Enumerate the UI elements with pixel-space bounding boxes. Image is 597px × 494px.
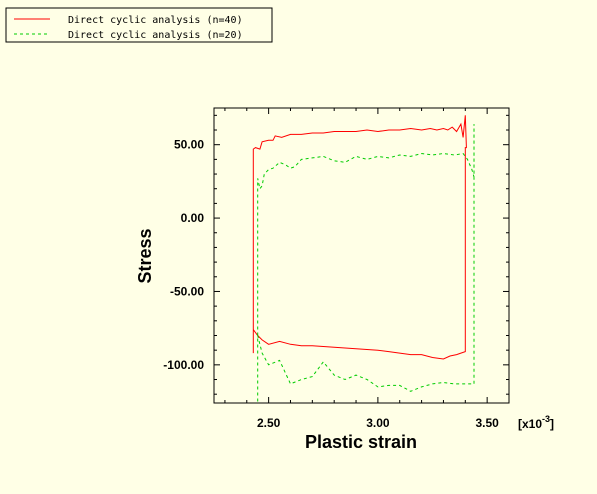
legend-label-n40: Direct cyclic analysis (n=40): [68, 15, 243, 26]
y-tick-label: -100.00: [163, 358, 204, 372]
x-multiplier-exponent: -3: [542, 414, 550, 424]
series-layer: [252, 115, 475, 402]
x-tick-label: 2.50: [257, 416, 281, 430]
series-line-n40: [252, 115, 467, 360]
y-tick-label: 0.00: [181, 211, 205, 225]
y-tick-label: -50.00: [170, 284, 204, 298]
plot-frame: [213, 107, 510, 404]
series-line-n20: [257, 124, 475, 402]
x-tick-label: 3.50: [475, 416, 499, 430]
x-tick-label: 3.00: [366, 416, 390, 430]
axis-ticks: 2.50 3.00 3.50 50.00 0.00 -50.00 -100.00: [163, 108, 510, 430]
x-multiplier-bracket: ]: [550, 417, 554, 431]
y-tick-label: 50.00: [174, 138, 204, 152]
x-multiplier-base: [x10: [518, 417, 542, 431]
y-axis-title: Stress: [135, 228, 155, 283]
x-axis-multiplier: [x10-3]: [518, 414, 554, 431]
legend-label-n20: Direct cyclic analysis (n=20): [68, 30, 243, 41]
legend-box: [5, 7, 273, 43]
legend: Direct cyclic analysis (n=40) Direct cyc…: [5, 7, 273, 43]
x-axis-title: Plastic strain: [305, 432, 417, 452]
